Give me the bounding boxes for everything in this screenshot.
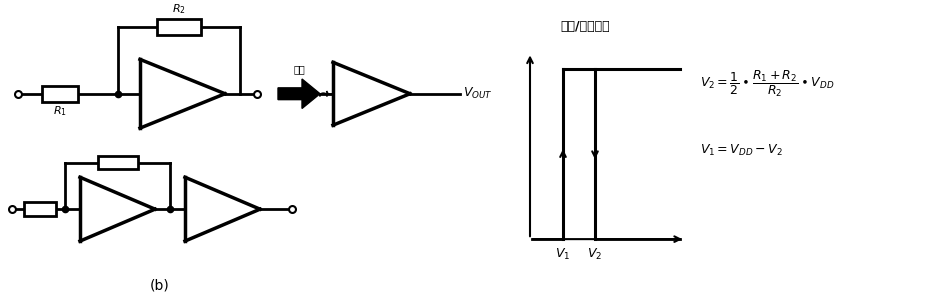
Bar <box>157 19 201 35</box>
Text: 输入/输出特性: 输入/输出特性 <box>561 20 609 33</box>
Text: $V_2$: $V_2$ <box>588 247 603 262</box>
Bar <box>98 156 137 169</box>
Text: (b): (b) <box>150 278 170 292</box>
Text: $V_2 = \dfrac{1}{2} \bullet \dfrac{R_1 + R_2}{R_2} \bullet V_{DD}$: $V_2 = \dfrac{1}{2} \bullet \dfrac{R_1 +… <box>700 69 835 99</box>
Text: $V_{OUT}$: $V_{OUT}$ <box>463 86 493 101</box>
Text: 等于: 等于 <box>293 64 305 74</box>
Text: $R_2$: $R_2$ <box>172 2 186 16</box>
Bar <box>42 86 78 101</box>
Bar <box>24 202 56 216</box>
Text: $V_1 = V_{DD} - V_2$: $V_1 = V_{DD} - V_2$ <box>700 143 783 158</box>
Text: $R_1$: $R_1$ <box>53 104 67 118</box>
Polygon shape <box>278 79 320 108</box>
Text: $V_1$: $V_1$ <box>555 247 571 262</box>
